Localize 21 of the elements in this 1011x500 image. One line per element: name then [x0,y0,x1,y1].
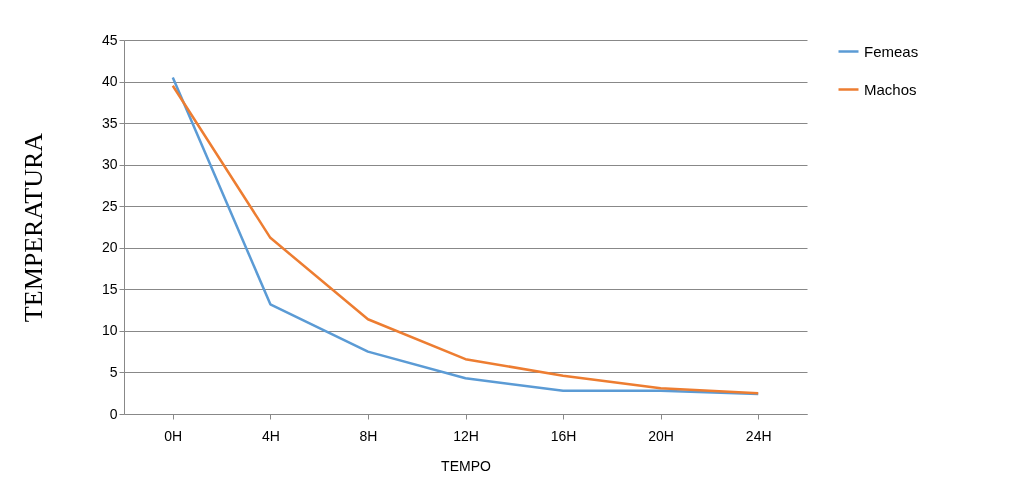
x-tick-label: 20H [648,427,674,444]
y-tick-label: 40 [101,73,118,90]
legend-label: Machos [864,80,917,98]
y-tick-label: 15 [101,280,118,297]
y-tick-label: 30 [101,156,118,173]
y-tick-label: 35 [101,114,118,131]
x-tick-label: 12H [453,427,479,444]
y-axis-title: TEMPERATURA [18,132,48,323]
x-tick-label: 16H [550,427,577,444]
x-tick-label: 24H [745,427,772,444]
y-tick-label: 0 [109,405,118,422]
x-axis-title: TEMPO [441,457,491,474]
x-tick-label: 0H [164,427,183,444]
legend-label: Femeas [864,42,919,60]
y-tick-label: 5 [109,363,118,380]
y-tick-label: 20 [101,239,118,256]
x-tick-label: 8H [359,427,378,444]
x-tick-label: 4H [261,427,280,444]
y-tick-label: 10 [101,322,118,339]
y-tick-label: 45 [101,31,118,48]
y-tick-label: 25 [101,197,118,214]
